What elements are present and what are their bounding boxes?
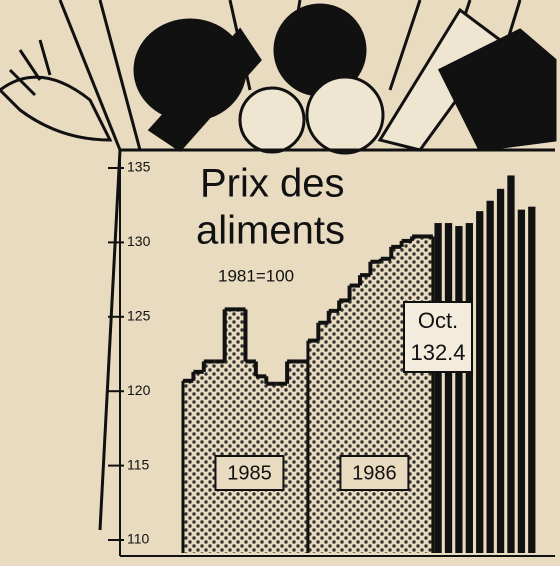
bar [370,262,381,553]
chart-title: aliments [196,209,345,253]
bar [476,211,483,553]
y-tick-label: 110 [127,531,150,547]
legend-label: 1985 [227,462,272,484]
y-tick-label: 115 [127,456,150,472]
bar [455,226,462,553]
bar [466,223,473,553]
bar [339,300,350,553]
chart-title: Prix des [200,162,345,206]
bar [183,381,194,553]
bar [193,372,204,553]
bar [204,361,215,553]
y-tick-label: 135 [127,159,151,175]
chart: Prix des aliments 1981=100 110 115 120 125 1… [0,0,560,566]
bar [391,247,402,553]
bar [329,311,340,553]
bar [528,207,535,553]
annotation: Oct. [418,308,458,333]
bar [318,323,329,553]
bar [487,201,494,553]
bar [308,341,319,553]
y-tick-label: 130 [127,233,151,249]
bar [497,189,504,553]
bar [350,286,361,553]
bar [434,223,441,553]
bar [360,275,371,553]
bar [412,236,423,553]
y-tick-label: 125 [127,308,151,324]
y-tick-label: 120 [127,382,151,398]
bar [381,259,392,553]
bar [445,223,452,553]
bar [287,361,298,553]
bar [507,175,514,553]
chart-subtitle: 1981=100 [218,266,294,285]
bar [402,241,413,553]
annotation: 132.4 [410,340,465,365]
legend-label: 1986 [352,462,397,484]
bar [518,210,525,553]
